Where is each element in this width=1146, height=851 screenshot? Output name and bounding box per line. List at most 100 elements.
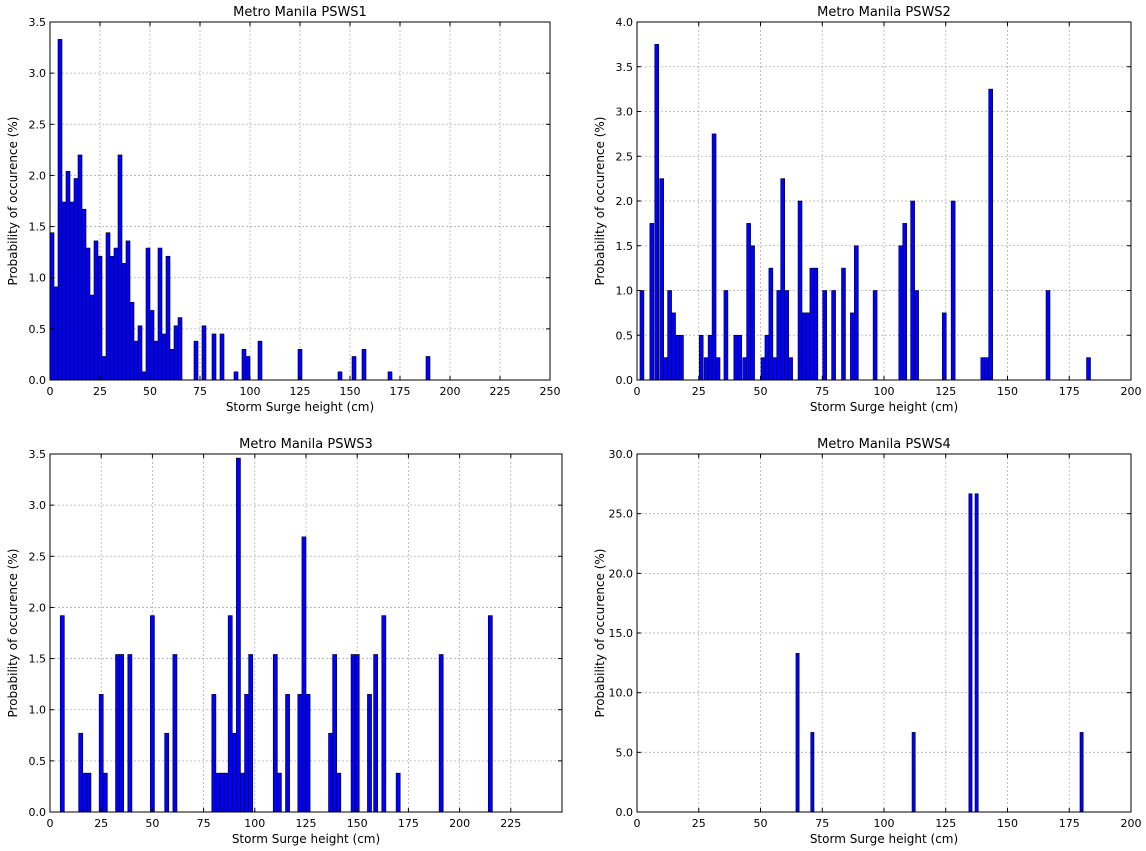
y-axis-label: Probability of occurence (%) (6, 549, 20, 718)
panel-psws4: 0 25 50 75 100 125 150 175 200 0.0 5.0 10.0 15.0 20.0… (593, 437, 1142, 846)
bar (902, 223, 908, 381)
bar (772, 357, 778, 381)
x-tick-label: 75 (193, 385, 207, 398)
x-tick-label: 50 (143, 385, 157, 398)
bar (85, 247, 91, 381)
x-tick-label: 100 (244, 817, 265, 830)
bar (150, 615, 155, 813)
bar (395, 772, 401, 813)
bar (272, 654, 278, 813)
bar (78, 732, 84, 813)
bar (337, 371, 343, 381)
bar (764, 334, 770, 381)
bar (746, 223, 751, 381)
panel-psws3: 0 25 50 75 100 125 150 175 200 225 0.0 0.5 1.0 1.5 2.0… (6, 437, 563, 846)
bar (795, 652, 800, 813)
bar (813, 267, 819, 381)
bar (241, 349, 247, 381)
y-axis-label: Probability of occurence (%) (6, 117, 20, 286)
x-tick-label: 50 (145, 817, 159, 830)
y-tick-label: 5.0 (616, 746, 634, 759)
bar (149, 310, 155, 381)
x-tick-label: 150 (347, 817, 368, 830)
y-tick-label: 1.0 (616, 285, 634, 298)
bar (157, 247, 163, 381)
bar (89, 294, 95, 381)
bar (760, 357, 766, 381)
bar (988, 88, 993, 381)
bar (65, 171, 71, 381)
bar (679, 334, 684, 381)
bar (305, 694, 311, 813)
x-tick-label: 125 (290, 385, 311, 398)
y-tick-label: 2.5 (616, 150, 634, 163)
y-tick-label: 3.0 (29, 499, 47, 512)
bar (98, 694, 104, 813)
bar (153, 340, 159, 381)
x-tick-label: 175 (398, 817, 419, 830)
bar (82, 772, 88, 813)
x-tick-label: 0 (634, 817, 641, 830)
bar (723, 290, 729, 381)
chart-title: Metro Manila PSWS3 (239, 437, 373, 452)
bar (788, 357, 793, 381)
bar (59, 615, 65, 813)
bar (663, 357, 668, 381)
bar (236, 457, 241, 813)
bar (737, 334, 743, 381)
y-tick-label: 3.5 (616, 61, 634, 74)
x-tick-label: 125 (935, 817, 956, 830)
bar (649, 223, 655, 381)
x-axis-label: Storm Surge height (cm) (810, 400, 958, 414)
y-tick-label: 3.5 (29, 448, 47, 461)
bar (169, 349, 175, 381)
bar (703, 357, 709, 381)
bar (215, 772, 221, 813)
bar (165, 255, 171, 381)
bar (425, 356, 431, 381)
y-tick-label: 15.0 (609, 627, 634, 640)
x-tick-label: 225 (490, 385, 511, 398)
bar (707, 334, 713, 381)
y-tick-label: 1.0 (29, 704, 47, 717)
bar (1079, 732, 1084, 813)
x-axis-label: Storm Surge height (cm) (232, 832, 380, 846)
x-tick-label: 200 (1121, 817, 1142, 830)
panel-psws2: 0 25 50 75 100 125 150 175 200 0.0 0.5 1.0 1.5 2.0 2.5… (593, 5, 1142, 414)
x-tick-label: 250 (540, 385, 561, 398)
y-axis-label: Probability of occurence (%) (593, 549, 607, 718)
bar (350, 654, 356, 813)
x-tick-label: 150 (997, 817, 1018, 830)
x-tick-label: 175 (1059, 817, 1080, 830)
bar (784, 290, 789, 381)
bar (141, 371, 147, 381)
bar (109, 255, 115, 381)
bar (750, 245, 755, 381)
bar (285, 694, 290, 813)
bar (57, 39, 63, 381)
bar (77, 154, 83, 381)
y-tick-label: 1.5 (29, 221, 47, 234)
bar (49, 232, 55, 381)
bar (244, 694, 249, 813)
chart-title: Metro Manila PSWS1 (233, 5, 367, 20)
x-tick-label: 0 (47, 817, 54, 830)
bar (654, 44, 660, 381)
bar (850, 312, 855, 381)
chart-title: Metro Manila PSWS4 (817, 437, 951, 452)
bar (332, 654, 338, 813)
bar (69, 201, 75, 381)
x-tick-label: 75 (815, 385, 829, 398)
bar (698, 334, 704, 381)
y-tick-label: 1.5 (29, 653, 47, 666)
bar (133, 340, 139, 381)
bar (233, 371, 239, 381)
y-tick-label: 2.0 (29, 601, 47, 614)
bar (367, 694, 372, 813)
bar (780, 178, 786, 381)
bar (97, 255, 103, 381)
bar (121, 263, 127, 381)
bar (984, 357, 990, 381)
bar (117, 154, 123, 381)
